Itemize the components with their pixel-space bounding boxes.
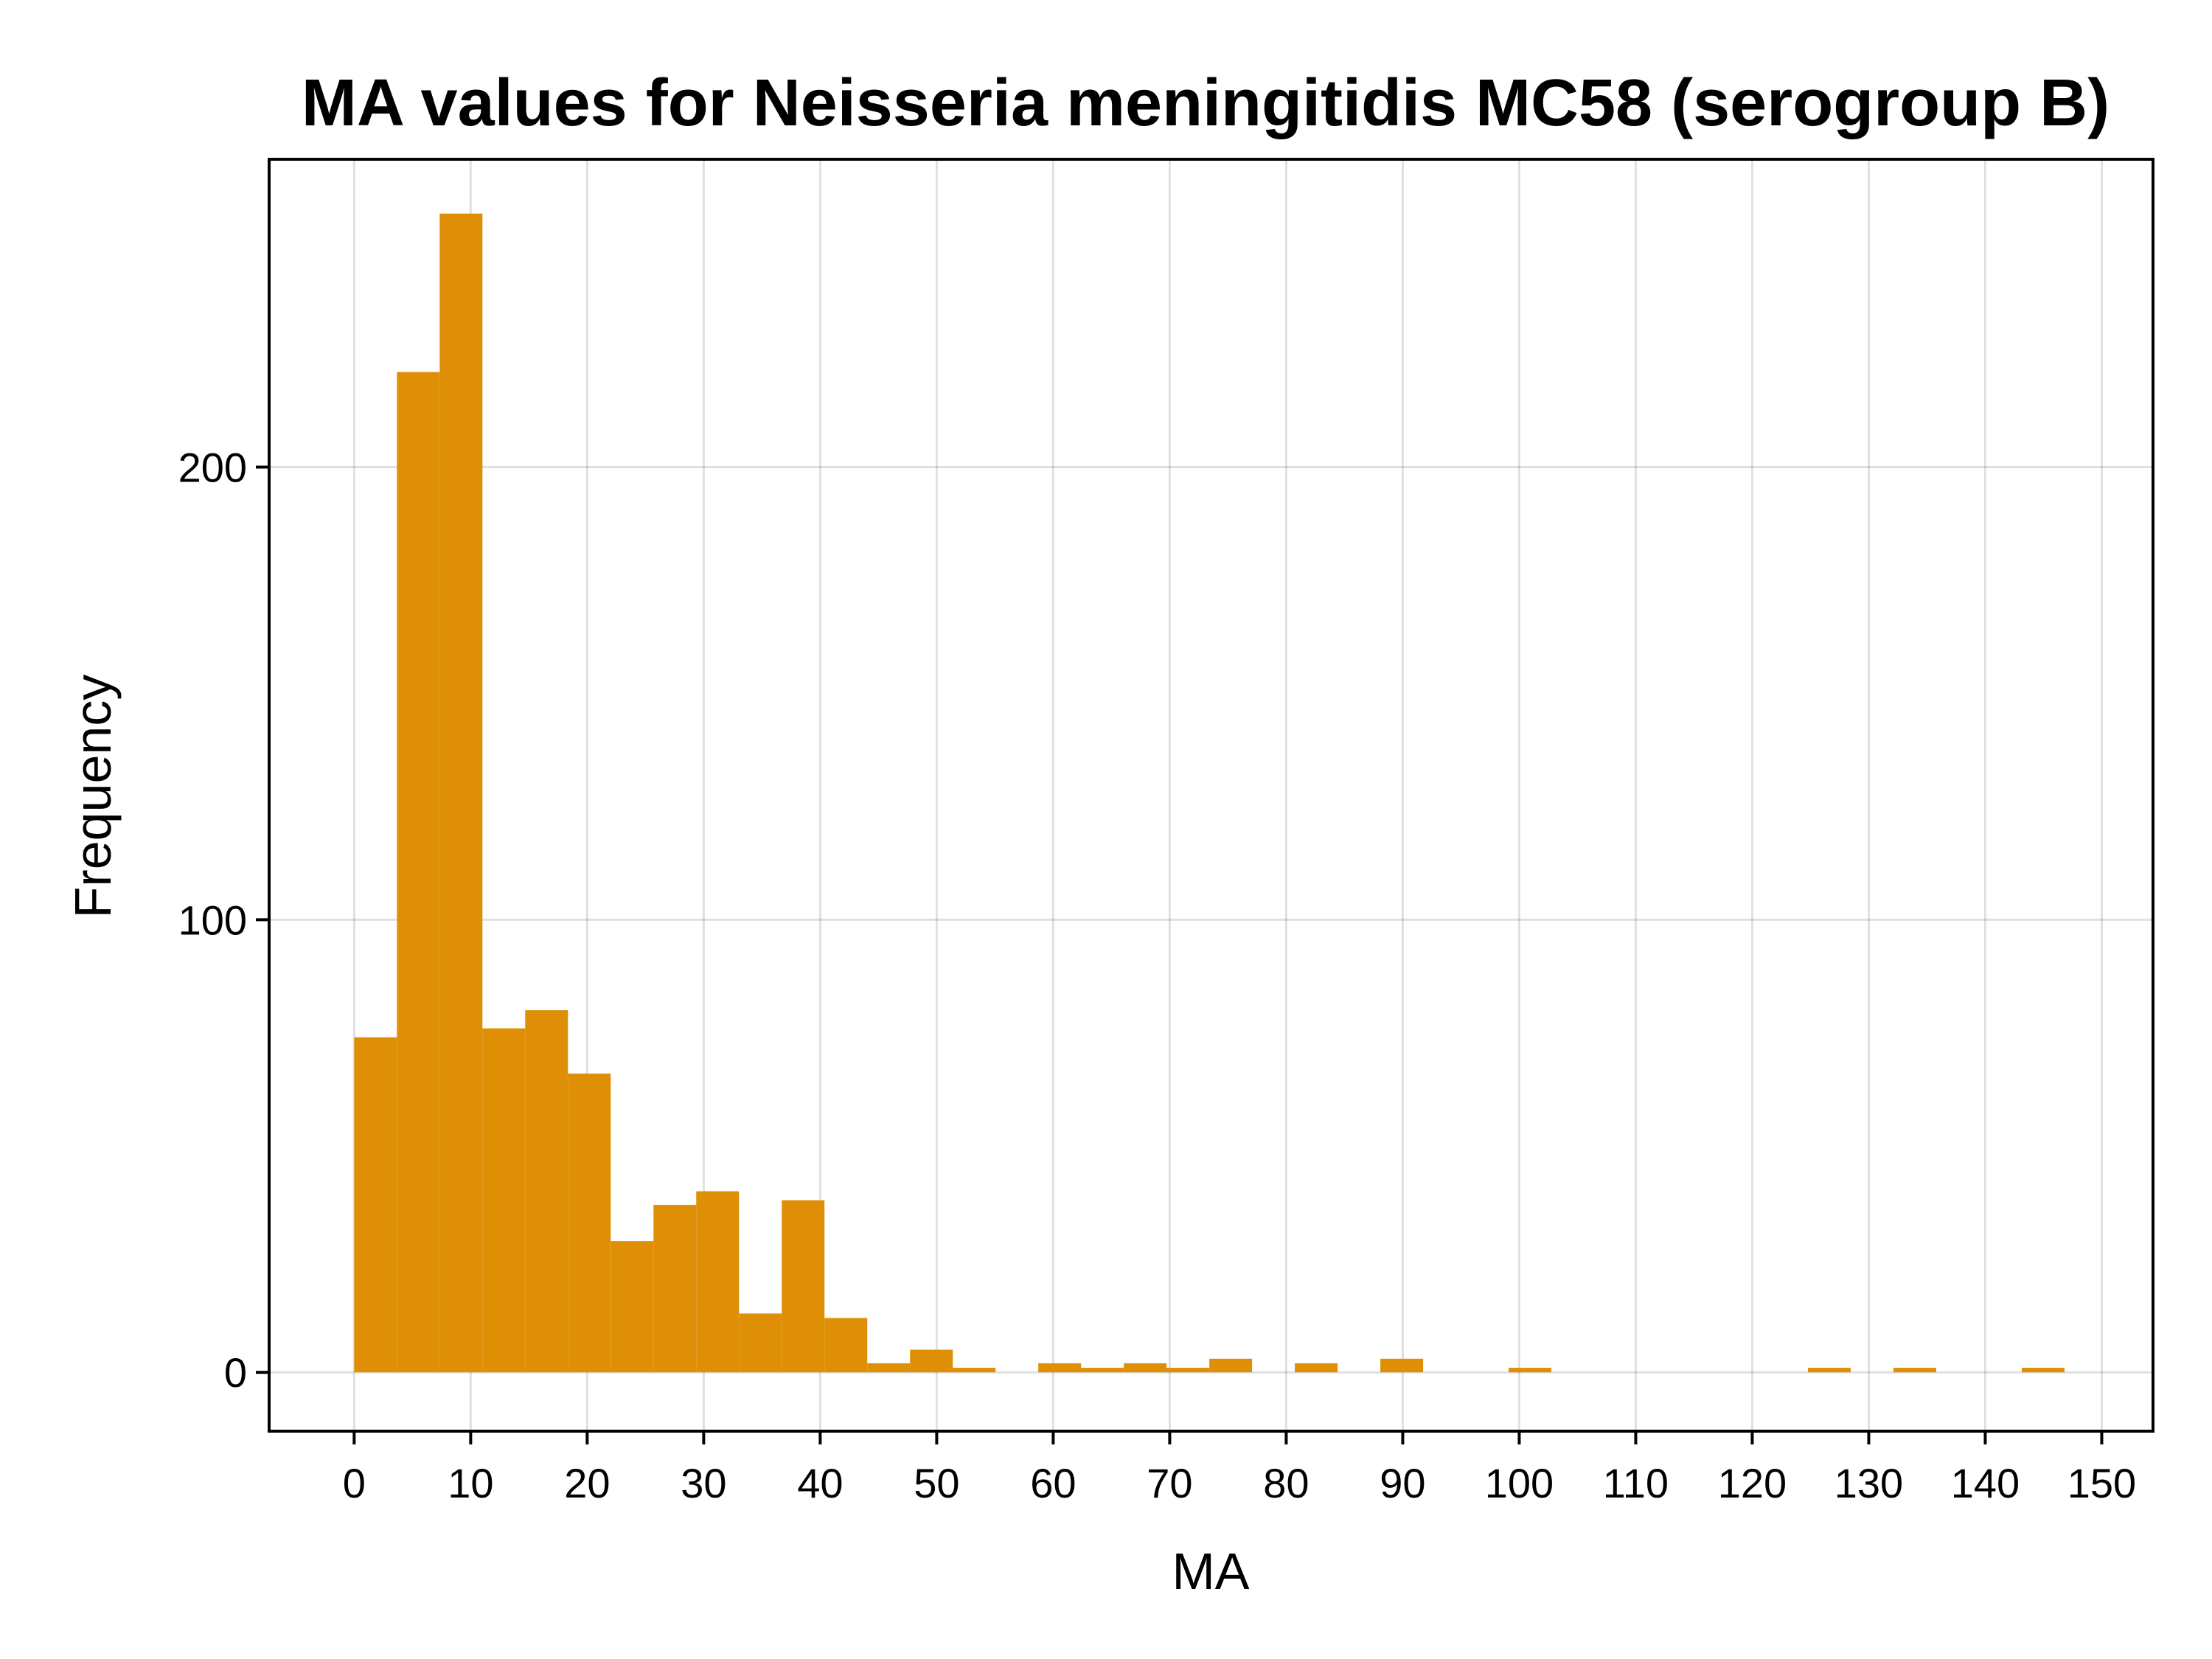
x-tick-label: 120 (1718, 1460, 1787, 1506)
histogram-bar (1509, 1368, 1552, 1373)
chart-title: MA values for Neisseria meningitidis MC5… (302, 66, 2110, 140)
x-tick-label: 10 (448, 1460, 493, 1506)
histogram-bar (1380, 1358, 1424, 1373)
histogram-bar (782, 1200, 825, 1373)
x-tick-label: 20 (564, 1460, 610, 1506)
x-axis-ticks: 0 10 20 30 40 50 60 70 80 90 100 110 120 130 140 150 (343, 1431, 2136, 1506)
y-axis-label: Frequency (64, 675, 122, 919)
x-tick-label: 130 (1834, 1460, 1903, 1506)
histogram-bar (1166, 1368, 1210, 1373)
x-tick-label: 70 (1147, 1460, 1192, 1506)
histogram-bar (525, 1010, 568, 1373)
x-tick-label: 40 (797, 1460, 843, 1506)
histogram-bar (439, 213, 483, 1373)
histogram-bar (354, 1037, 397, 1373)
histogram-bar (953, 1368, 996, 1373)
y-axis-ticks: 0 100 200 (178, 444, 269, 1396)
histogram-bar (2021, 1368, 2065, 1373)
x-tick-label: 150 (2067, 1460, 2136, 1506)
histogram-bars (354, 213, 2065, 1373)
x-tick-label: 140 (1951, 1460, 2020, 1506)
histogram-bar (696, 1191, 740, 1373)
plot-area-frame (268, 158, 2154, 1433)
x-tick-label: 80 (1263, 1460, 1309, 1506)
x-tick-label: 100 (1485, 1460, 1554, 1506)
histogram-bar (568, 1074, 611, 1373)
histogram-bar (397, 372, 440, 1373)
histogram-bar (1295, 1363, 1338, 1373)
histogram-bar (611, 1241, 654, 1373)
histogram-bar (482, 1028, 526, 1373)
x-tick-label: 90 (1380, 1460, 1425, 1506)
y-tick-label: 200 (178, 444, 247, 490)
y-tick-label: 0 (224, 1349, 247, 1396)
x-tick-label: 0 (343, 1460, 366, 1506)
histogram-bar (1807, 1368, 1851, 1373)
histogram-bar (910, 1349, 953, 1373)
histogram-bar (1081, 1368, 1124, 1373)
histogram-bar (1893, 1368, 1936, 1373)
x-tick-label: 110 (1603, 1460, 1669, 1506)
x-axis-label: MA (1172, 1543, 1250, 1600)
histogram-bar (867, 1363, 911, 1373)
x-tick-label: 30 (681, 1460, 726, 1506)
histogram-bar (1124, 1363, 1167, 1373)
y-tick-label: 100 (178, 897, 247, 943)
x-tick-label: 50 (914, 1460, 959, 1506)
histogram-bar (653, 1205, 697, 1373)
histogram-bar (1209, 1358, 1253, 1373)
x-tick-label: 60 (1030, 1460, 1076, 1506)
histogram-bar (739, 1313, 782, 1373)
histogram-bar (824, 1318, 868, 1373)
histogram-bar (1038, 1363, 1082, 1373)
